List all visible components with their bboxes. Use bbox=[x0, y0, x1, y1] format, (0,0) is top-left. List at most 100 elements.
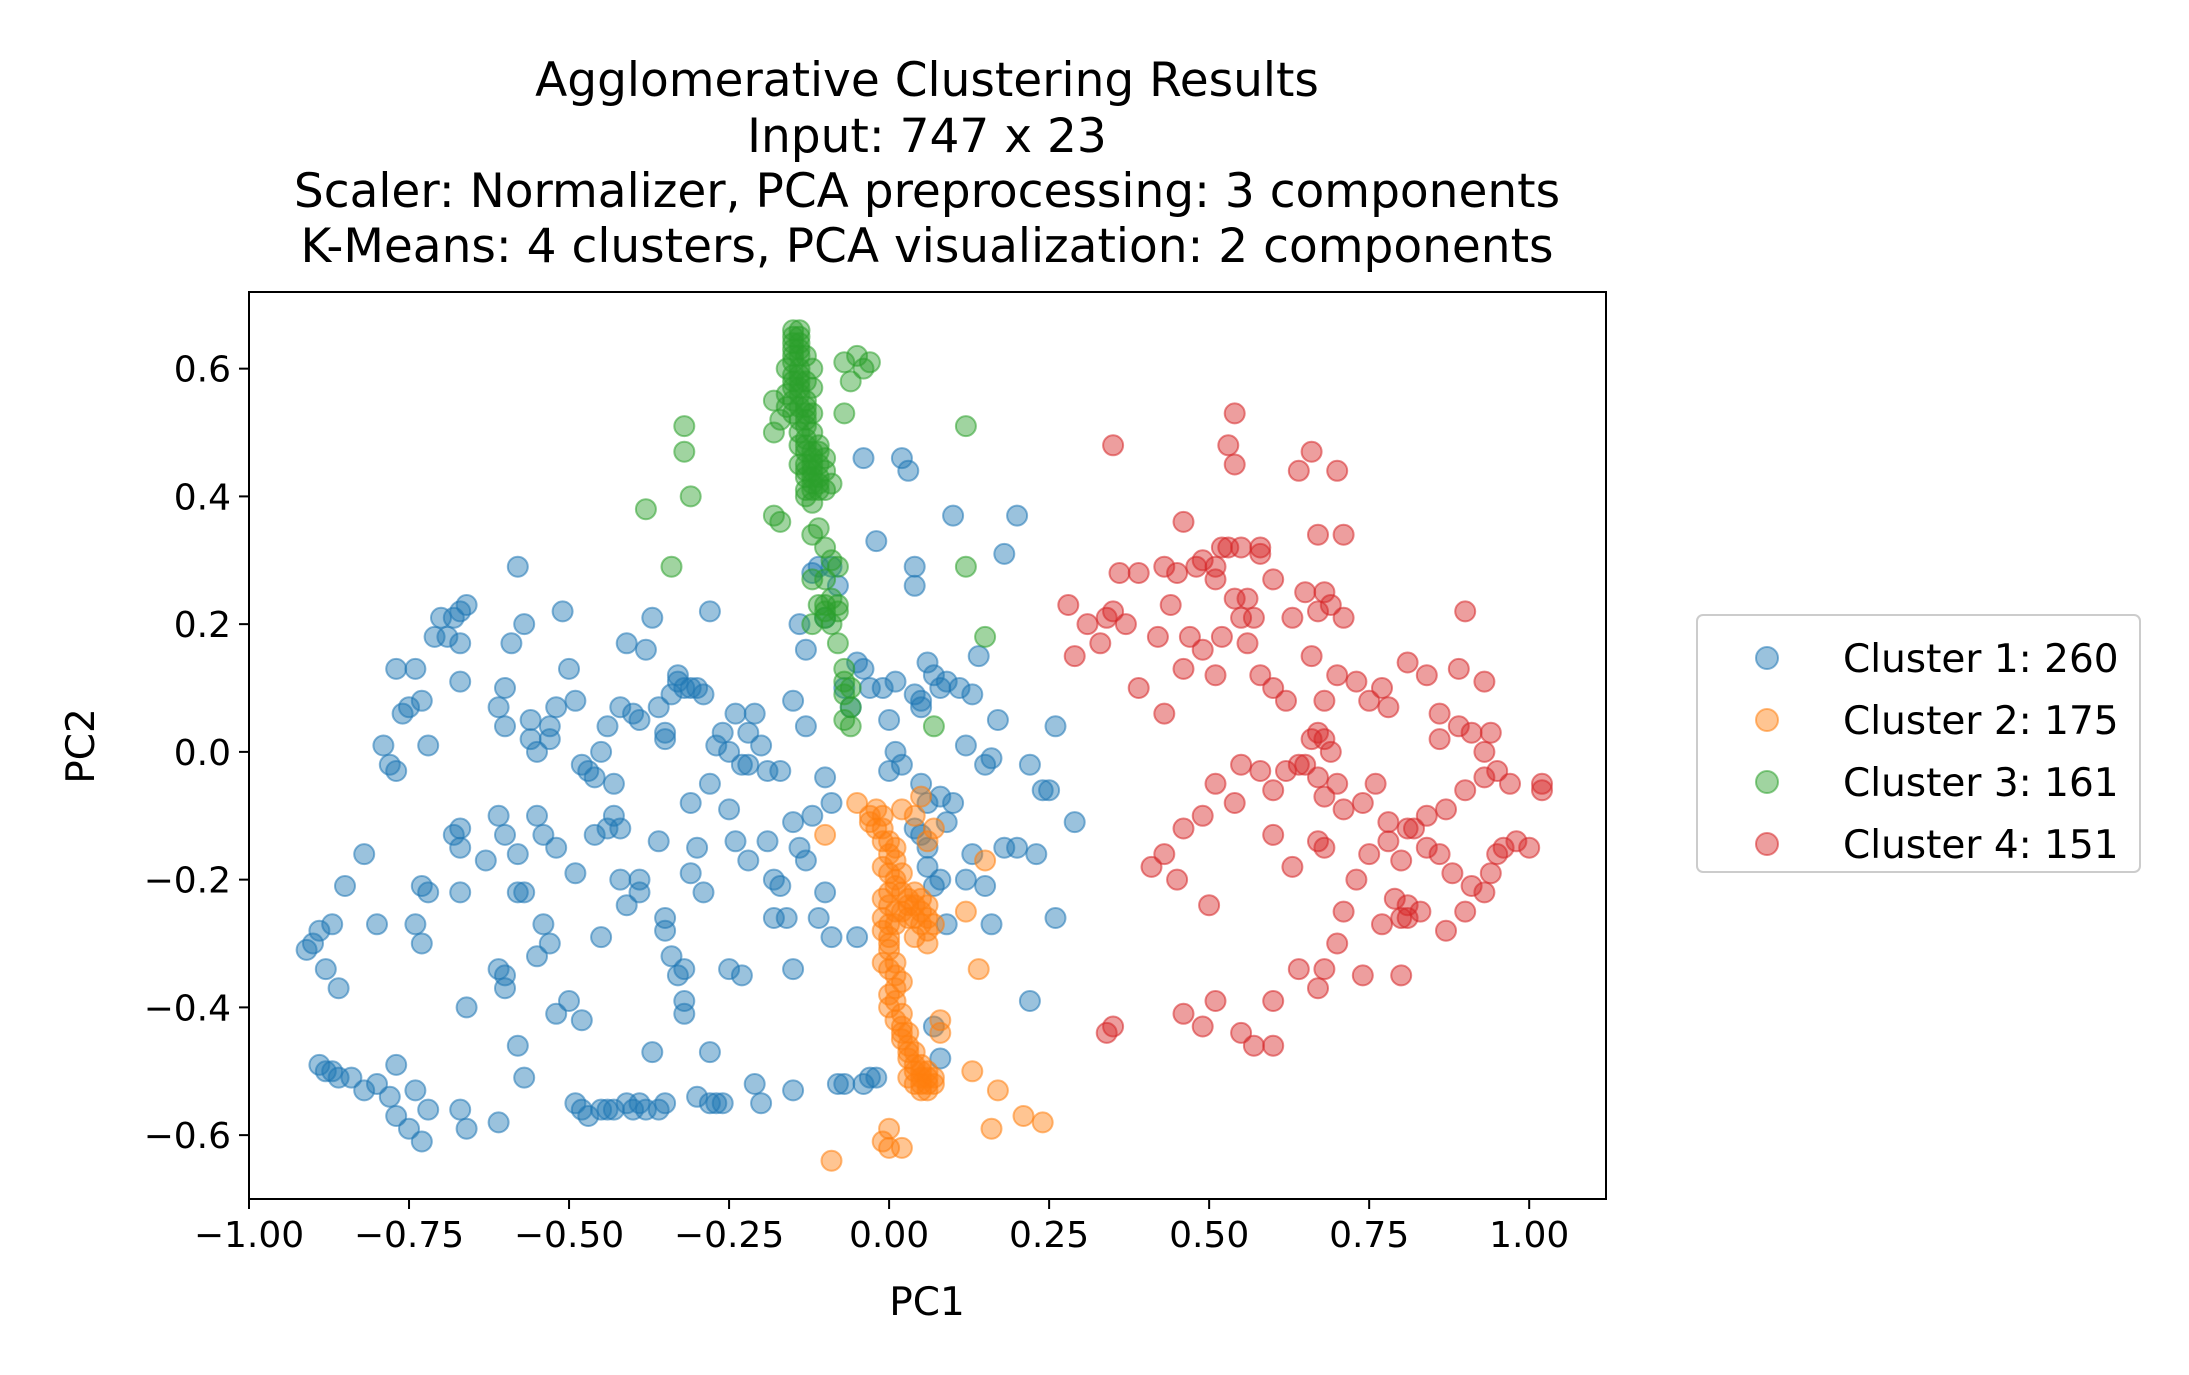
data-point bbox=[1127, 677, 1150, 699]
data-point bbox=[833, 402, 856, 425]
data-point bbox=[801, 613, 824, 636]
data-point bbox=[903, 1041, 926, 1064]
data-point bbox=[1057, 594, 1080, 616]
data-point bbox=[743, 1073, 766, 1095]
data-point bbox=[1390, 907, 1413, 929]
data-point bbox=[801, 568, 824, 591]
data-point bbox=[558, 657, 580, 680]
data-point bbox=[449, 670, 472, 693]
data-point bbox=[935, 811, 958, 834]
data-point bbox=[1319, 740, 1342, 763]
data-point bbox=[449, 1098, 472, 1121]
data-point bbox=[577, 1105, 600, 1127]
data-point bbox=[878, 843, 901, 866]
data-point bbox=[871, 677, 894, 699]
data-point bbox=[769, 760, 792, 782]
data-point bbox=[801, 466, 824, 489]
data-point bbox=[705, 734, 728, 757]
data-point bbox=[807, 594, 830, 616]
data-point bbox=[1204, 772, 1227, 795]
data-point bbox=[1473, 881, 1496, 904]
data-point bbox=[1447, 715, 1470, 738]
data-point bbox=[1249, 536, 1272, 559]
data-point bbox=[1294, 581, 1317, 604]
data-point bbox=[513, 1066, 536, 1089]
data-point bbox=[1441, 862, 1464, 885]
data-point bbox=[794, 715, 817, 738]
data-point bbox=[890, 753, 913, 776]
data-point bbox=[794, 408, 817, 431]
data-point bbox=[686, 1085, 709, 1108]
data-point bbox=[782, 1079, 805, 1102]
data-point bbox=[782, 811, 805, 834]
plot-area-frame bbox=[248, 291, 1607, 1200]
data-point bbox=[340, 1066, 363, 1089]
data-point bbox=[1486, 843, 1509, 866]
data-point bbox=[724, 830, 747, 853]
data-point bbox=[532, 823, 555, 846]
data-point bbox=[494, 823, 516, 846]
data-point bbox=[545, 696, 568, 719]
x-tick-label: −0.25 bbox=[674, 1215, 784, 1256]
data-point bbox=[538, 715, 561, 738]
chart-title: Agglomerative Clustering Results Input: … bbox=[294, 53, 1560, 274]
data-point bbox=[410, 689, 433, 712]
data-point bbox=[1396, 651, 1419, 674]
data-point bbox=[903, 804, 926, 827]
data-point bbox=[1108, 562, 1131, 584]
data-point bbox=[833, 1073, 856, 1095]
data-point bbox=[404, 657, 427, 680]
data-point bbox=[788, 396, 811, 418]
data-point bbox=[474, 849, 497, 872]
data-point bbox=[884, 913, 907, 936]
data-point bbox=[839, 370, 862, 393]
data-point bbox=[494, 677, 516, 699]
data-point bbox=[641, 1041, 664, 1064]
data-point bbox=[602, 772, 625, 795]
legend: Cluster 1: 260 Cluster 2: 175 Cluster 3: 1… bbox=[1696, 614, 2141, 873]
data-point bbox=[1191, 804, 1214, 827]
data-point bbox=[903, 574, 926, 597]
data-point bbox=[398, 1117, 420, 1140]
data-point bbox=[890, 970, 913, 993]
data-point bbox=[846, 344, 869, 367]
data-point bbox=[1351, 964, 1374, 987]
data-point bbox=[1204, 664, 1227, 687]
y-tick-label: −0.2 bbox=[144, 861, 231, 902]
data-point bbox=[378, 1085, 401, 1108]
data-point bbox=[1345, 868, 1368, 891]
data-point bbox=[1223, 453, 1246, 476]
data-point bbox=[679, 485, 702, 508]
data-point bbox=[762, 389, 785, 412]
data-point bbox=[935, 670, 958, 693]
title-line-3: Scaler: Normalizer, PCA preprocessing: 3… bbox=[294, 164, 1560, 219]
data-point bbox=[1364, 772, 1387, 795]
y-tick-label: 0.0 bbox=[174, 733, 231, 774]
data-point bbox=[1332, 606, 1355, 629]
data-point bbox=[922, 664, 945, 687]
data-point bbox=[455, 996, 478, 1019]
data-point bbox=[871, 1130, 894, 1153]
data-point bbox=[1460, 721, 1483, 744]
data-point bbox=[916, 932, 939, 955]
data-point bbox=[730, 964, 753, 987]
data-point bbox=[1210, 536, 1233, 559]
data-point bbox=[526, 945, 548, 968]
data-point bbox=[814, 594, 837, 616]
data-point bbox=[1313, 785, 1336, 808]
data-point bbox=[660, 555, 683, 578]
data-point bbox=[1095, 1021, 1118, 1044]
data-point bbox=[929, 1047, 952, 1070]
data-point bbox=[1332, 798, 1355, 821]
data-point bbox=[1454, 600, 1477, 623]
data-point bbox=[679, 792, 702, 814]
data-point bbox=[1326, 459, 1349, 482]
data-point bbox=[980, 1117, 1003, 1140]
data-point bbox=[666, 664, 689, 687]
data-point bbox=[1332, 523, 1355, 546]
data-point bbox=[1531, 772, 1553, 795]
data-point bbox=[1153, 843, 1176, 866]
data-point bbox=[1428, 702, 1451, 725]
data-point bbox=[654, 1092, 677, 1115]
